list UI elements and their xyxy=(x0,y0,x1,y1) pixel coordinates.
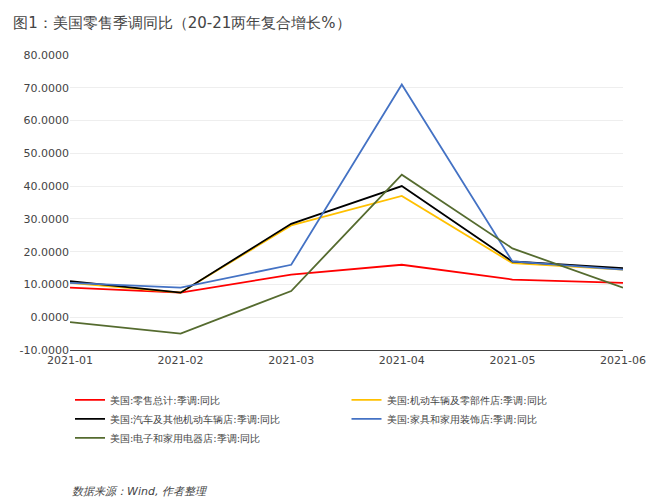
svg-text:80.0000: 80.0000 xyxy=(24,49,70,62)
svg-text:美国:电子和家用电器店:季调:同比: 美国:电子和家用电器店:季调:同比 xyxy=(110,433,260,444)
svg-text:美国:零售总计:季调:同比: 美国:零售总计:季调:同比 xyxy=(110,395,220,406)
svg-text:50.0000: 50.0000 xyxy=(24,147,70,160)
svg-text:2021-06: 2021-06 xyxy=(600,354,646,367)
svg-text:2021-01: 2021-01 xyxy=(47,354,93,367)
svg-text:2021-05: 2021-05 xyxy=(489,354,535,367)
svg-text:20.0000: 20.0000 xyxy=(24,246,70,259)
svg-text:2021-02: 2021-02 xyxy=(158,354,204,367)
svg-text:-10.0000: -10.0000 xyxy=(20,344,69,357)
svg-text:美国:家具和家用装饰店:季调:同比: 美国:家具和家用装饰店:季调:同比 xyxy=(387,414,537,425)
svg-text:40.0000: 40.0000 xyxy=(24,180,70,193)
svg-text:数据来源：Wind, 作者整理: 数据来源：Wind, 作者整理 xyxy=(72,485,208,498)
svg-text:美国:机动车辆及零部件店:季调:同比: 美国:机动车辆及零部件店:季调:同比 xyxy=(387,395,547,406)
svg-text:60.0000: 60.0000 xyxy=(24,114,70,127)
svg-text:2021-04: 2021-04 xyxy=(379,354,425,367)
svg-text:图1：美国零售季调同比（20-21两年复合增长%）: 图1：美国零售季调同比（20-21两年复合增长%） xyxy=(13,14,350,32)
svg-text:10.0000: 10.0000 xyxy=(24,278,70,291)
svg-text:70.0000: 70.0000 xyxy=(24,82,70,95)
svg-text:2021-03: 2021-03 xyxy=(268,354,314,367)
svg-text:美国:汽车及其他机动车辆店:季调:同比: 美国:汽车及其他机动车辆店:季调:同比 xyxy=(110,414,280,425)
svg-text:30.0000: 30.0000 xyxy=(24,213,70,226)
svg-text:0.0000: 0.0000 xyxy=(31,311,70,324)
